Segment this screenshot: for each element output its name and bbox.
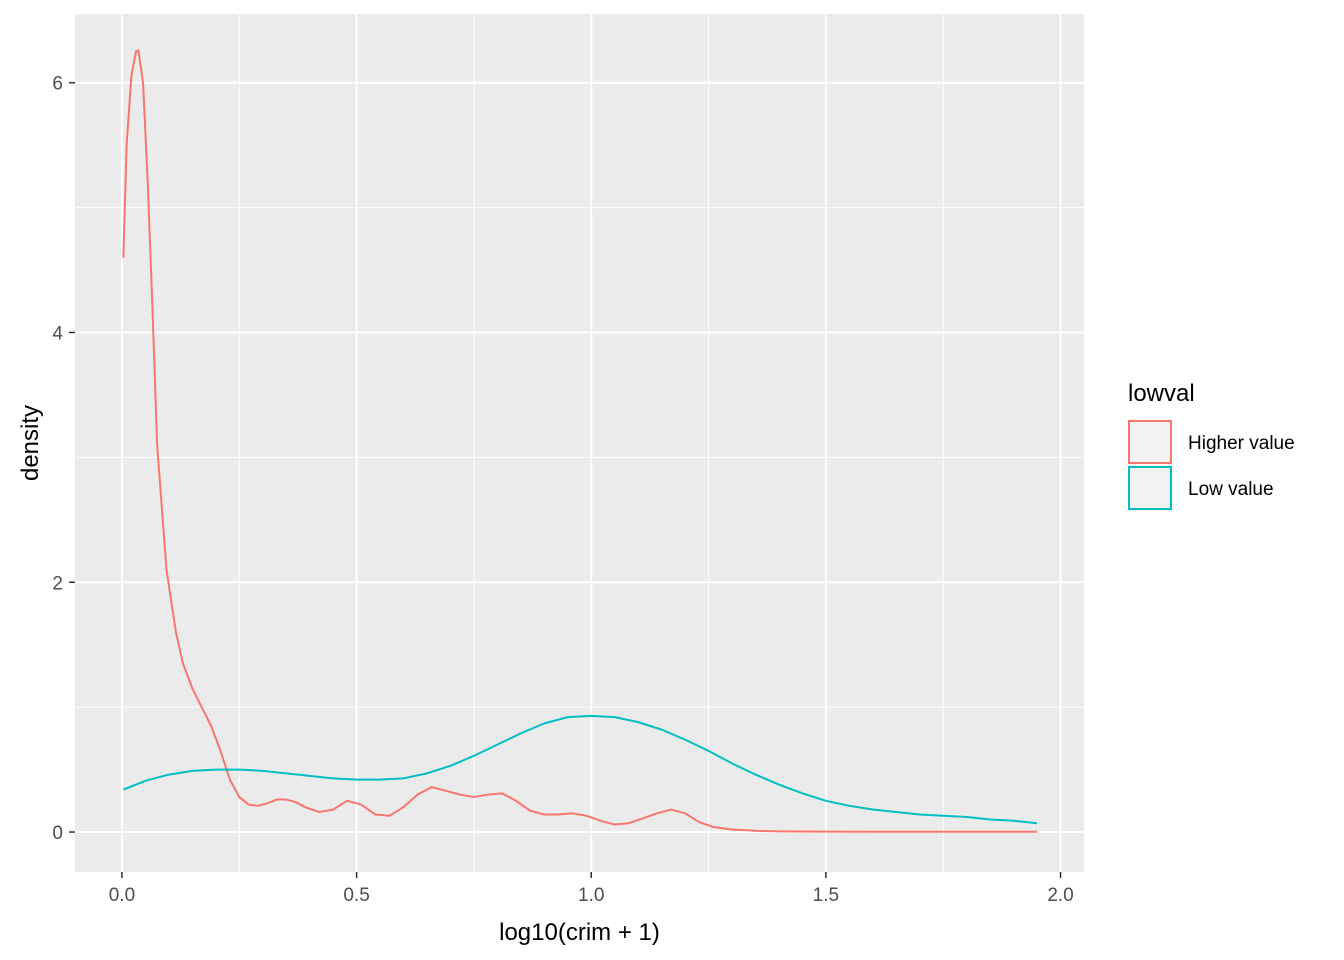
legend: lowval Higher value Low value <box>1128 380 1295 510</box>
x-tick-label: 0.0 <box>109 885 135 906</box>
y-tick-label: 0 <box>52 823 63 844</box>
plot-panel <box>75 14 1084 872</box>
y-tick-label: 4 <box>52 323 63 344</box>
series-line-higher-value <box>122 49 1038 833</box>
legend-label: Higher value <box>1188 433 1295 454</box>
series-lines <box>122 49 1038 833</box>
x-tick-label: 1.5 <box>813 885 839 906</box>
y-tick-label: 6 <box>52 74 63 95</box>
y-axis-title: density <box>17 405 44 481</box>
x-axis: 0.0 0.5 1.0 1.5 2.0 <box>109 872 1074 906</box>
y-tick-label: 2 <box>52 573 63 594</box>
x-tick-label: 1.0 <box>578 885 604 906</box>
x-tick-label: 0.5 <box>343 885 369 906</box>
x-axis-title: log10(crim + 1) <box>499 919 660 946</box>
series-line-low-value <box>122 714 1038 825</box>
legend-key <box>1128 420 1172 464</box>
x-tick-label: 2.0 <box>1047 885 1073 906</box>
legend-key <box>1128 466 1172 510</box>
y-axis: 0 2 4 6 <box>52 74 75 844</box>
legend-label: Low value <box>1188 479 1274 500</box>
legend-title: lowval <box>1128 380 1195 407</box>
legend-items: Higher value Low value <box>1128 420 1295 510</box>
